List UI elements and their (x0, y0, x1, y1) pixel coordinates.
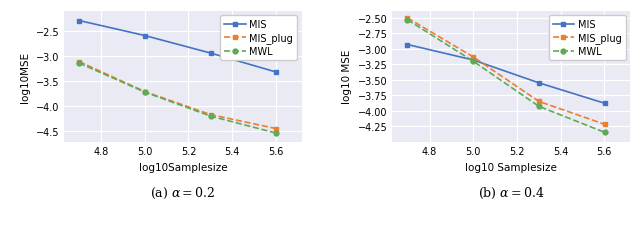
X-axis label: log10Samplesize: log10Samplesize (139, 162, 227, 172)
Legend: MIS, MIS_plug, MWL: MIS, MIS_plug, MWL (548, 16, 625, 61)
Line: MWL: MWL (77, 61, 278, 136)
Title: (b) $\alpha = 0.4$: (b) $\alpha = 0.4$ (478, 185, 545, 200)
MIS (273, 71, 280, 74)
Line: MIS: MIS (77, 19, 278, 75)
MIS (76, 20, 83, 23)
X-axis label: log10 Samplesize: log10 Samplesize (465, 162, 557, 172)
MIS_plug (207, 114, 214, 117)
MWL (469, 60, 477, 63)
Line: MWL: MWL (405, 18, 607, 135)
MWL (404, 19, 412, 22)
MIS_plug (601, 123, 609, 126)
Y-axis label: log10MSE: log10MSE (20, 51, 30, 102)
MIS_plug (535, 101, 543, 103)
MIS_plug (404, 17, 412, 20)
Line: MIS_plug: MIS_plug (77, 60, 278, 131)
MWL (601, 131, 609, 134)
MIS_plug (76, 61, 83, 64)
MWL (207, 115, 214, 118)
MIS (469, 59, 477, 62)
MIS (141, 35, 148, 38)
Line: MIS: MIS (405, 43, 607, 106)
MWL (535, 106, 543, 108)
MIS_plug (469, 56, 477, 59)
Line: MIS_plug: MIS_plug (405, 16, 607, 127)
MIS (207, 52, 214, 55)
MIS (535, 82, 543, 85)
MIS (404, 44, 412, 47)
Legend: MIS, MIS_plug, MWL: MIS, MIS_plug, MWL (220, 16, 297, 61)
MIS (601, 102, 609, 105)
MWL (76, 62, 83, 65)
MIS_plug (141, 91, 148, 93)
Title: (a) $\alpha = 0.2$: (a) $\alpha = 0.2$ (150, 185, 216, 200)
Y-axis label: log10 MSE: log10 MSE (342, 50, 352, 104)
MWL (141, 91, 148, 94)
MWL (273, 132, 280, 135)
MIS_plug (273, 128, 280, 130)
